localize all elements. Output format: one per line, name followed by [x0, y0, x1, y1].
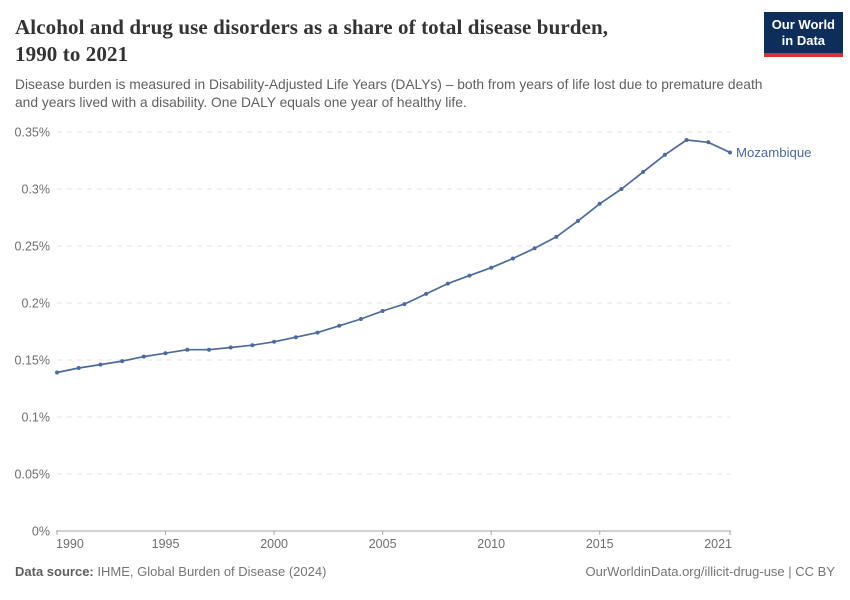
license-note: OurWorldinData.org/illicit-drug-use | CC…	[585, 564, 836, 579]
y-axis-tick-label: 0.3%	[22, 183, 51, 197]
data-point-marker	[228, 345, 233, 350]
data-point-marker	[684, 138, 689, 142]
owid-logo-line2: in Data	[781, 33, 826, 48]
data-point-marker	[554, 234, 559, 239]
y-axis-tick-label: 0.25%	[15, 240, 50, 254]
data-point-marker	[272, 339, 277, 344]
data-point-marker	[120, 359, 125, 364]
owid-logo-line1: Our World	[771, 17, 835, 32]
data-point-marker	[489, 265, 494, 270]
y-axis-tick-label: 0.1%	[22, 411, 51, 425]
data-point-marker	[293, 335, 298, 340]
data-point-marker	[597, 201, 602, 206]
data-point-marker	[250, 343, 255, 348]
data-point-marker	[98, 362, 103, 367]
data-point-marker	[467, 273, 472, 278]
line-chart-svg: 0% 0.05% 0.1% 0.15% 0.2% 0.25% 0.3% 0.35% 1990 19…	[15, 126, 812, 552]
y-axis-tick-label: 0%	[32, 525, 50, 539]
data-point-marker	[380, 309, 385, 313]
data-point-marker	[402, 302, 407, 307]
data-point-marker	[662, 152, 667, 157]
data-point-marker	[76, 366, 81, 370]
y-axis-tick-label: 0.15%	[15, 354, 50, 368]
y-axis-tick-label: 0.2%	[22, 297, 51, 311]
data-point-marker	[445, 281, 450, 286]
x-axis-tick-label: 1990	[56, 537, 84, 551]
line-chart: 0% 0.05% 0.1% 0.15% 0.2% 0.25% 0.3% 0.35% 1990 19…	[0, 118, 850, 568]
data-point-marker	[55, 370, 59, 375]
page-title: Alcohol and drug use disorders as a shar…	[15, 14, 608, 68]
data-point-marker	[337, 323, 342, 328]
page-title-line2: 1990 to 2021	[15, 42, 129, 66]
data-point-marker	[185, 347, 190, 352]
chart-subtitle-line1: Disease burden is measured in Disability…	[15, 77, 763, 92]
y-axis-tick-label: 0.35%	[15, 126, 50, 140]
owid-logo: Our World in Data	[763, 12, 843, 57]
x-axis-tick-label: 2015	[586, 537, 614, 551]
x-axis-tick-label: 2021	[704, 537, 732, 551]
data-point-marker	[163, 351, 168, 356]
x-axis-tick-label: 1995	[152, 537, 180, 551]
data-source-label: Data source:	[15, 564, 94, 579]
data-point-marker	[207, 347, 211, 352]
data-point-marker	[424, 291, 429, 296]
data-series-line	[56, 139, 731, 374]
page-title-line1: Alcohol and drug use disorders as a shar…	[15, 15, 609, 39]
chart-subtitle-line2: and years lived with a disability. One D…	[15, 94, 467, 110]
data-point-marker	[706, 140, 711, 145]
series-entity-label: Mozambique	[736, 145, 812, 160]
x-axis-tick-label: 2000	[260, 537, 288, 551]
data-point-marker	[576, 218, 580, 223]
data-point-marker	[619, 187, 624, 191]
data-point-marker	[358, 317, 363, 321]
data-source-note: Data source: IHME, Global Burden of Dise…	[15, 564, 326, 579]
data-source-value: IHME, Global Burden of Disease (2024)	[97, 564, 327, 579]
data-point-marker	[141, 354, 146, 359]
data-point-marker	[315, 330, 320, 335]
y-axis-tick-label: 0.05%	[15, 468, 50, 482]
chart-footer: Data source: IHME, Global Burden of Dise…	[15, 564, 835, 579]
data-point-marker	[728, 150, 732, 155]
data-point-marker	[510, 256, 515, 261]
data-point-marker	[641, 169, 646, 174]
x-axis-tick-label: 2005	[369, 537, 397, 551]
data-point-marker	[532, 246, 537, 251]
chart-subtitle: Disease burden is measured in Disability…	[15, 76, 762, 111]
x-axis-tick-label: 2010	[477, 537, 505, 551]
